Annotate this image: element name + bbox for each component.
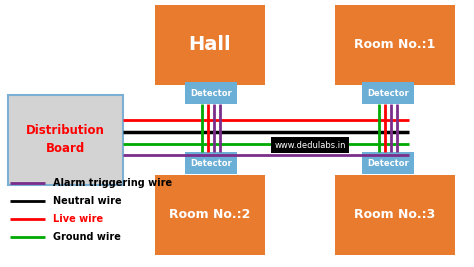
- Text: Distribution: Distribution: [26, 124, 105, 136]
- FancyBboxPatch shape: [155, 175, 265, 255]
- Text: Board: Board: [46, 142, 85, 155]
- Text: Detector: Detector: [367, 159, 409, 167]
- FancyBboxPatch shape: [185, 82, 237, 104]
- Text: Detector: Detector: [190, 88, 232, 97]
- FancyBboxPatch shape: [335, 5, 455, 85]
- Text: Room No.:2: Room No.:2: [169, 209, 251, 222]
- FancyBboxPatch shape: [8, 95, 123, 185]
- Text: Detector: Detector: [190, 159, 232, 167]
- FancyBboxPatch shape: [362, 82, 414, 104]
- Text: Live wire: Live wire: [53, 214, 103, 224]
- Text: Ground wire: Ground wire: [53, 232, 121, 242]
- FancyBboxPatch shape: [362, 152, 414, 174]
- Text: Hall: Hall: [189, 36, 231, 54]
- Text: Detector: Detector: [367, 88, 409, 97]
- Text: Room No.:3: Room No.:3: [355, 209, 436, 222]
- Text: Alarm triggering wire: Alarm triggering wire: [53, 178, 172, 188]
- Text: www.dedulabs.in: www.dedulabs.in: [274, 140, 346, 150]
- FancyBboxPatch shape: [335, 175, 455, 255]
- Text: Neutral wire: Neutral wire: [53, 196, 122, 206]
- Text: Room No.:1: Room No.:1: [354, 38, 436, 52]
- FancyBboxPatch shape: [155, 5, 265, 85]
- FancyBboxPatch shape: [185, 152, 237, 174]
